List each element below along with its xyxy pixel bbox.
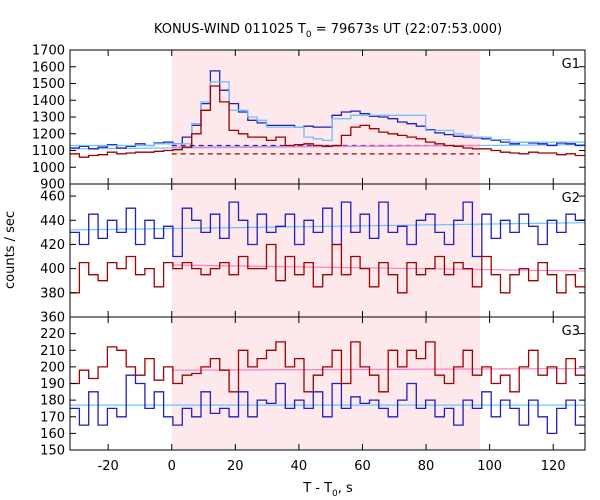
- y-tick-label: 1500: [32, 77, 65, 92]
- shaded-interval: [171, 50, 481, 184]
- panel-label-g1: G1: [562, 57, 580, 72]
- series-blue-step-line: [70, 374, 585, 435]
- y-tick-label: 420: [40, 238, 65, 253]
- shaded-interval: [171, 317, 481, 450]
- panel-plot-area: [70, 341, 585, 435]
- y-tick-label: 160: [40, 427, 65, 442]
- x-tick-label: 20: [227, 459, 244, 474]
- series-lightblue-step-line: [70, 81, 585, 147]
- x-tick-label: 100: [477, 459, 502, 474]
- series-red-step-line: [70, 85, 585, 158]
- series-red-step-line: [70, 243, 585, 294]
- panel-g2: 360 380 400 420 440 460 G2: [40, 183, 586, 326]
- y-tick-label: 190: [40, 377, 65, 392]
- y-tick-label: 1100: [32, 144, 65, 159]
- x-tick-label: 120: [541, 459, 566, 474]
- x-axis-label: T - T0, s: [302, 481, 353, 499]
- y-tick-label: 180: [40, 394, 65, 409]
- panel-label-g2: G2: [562, 191, 580, 206]
- y-tick-label: 210: [40, 344, 65, 359]
- panel-plot-area: [70, 201, 585, 294]
- shaded-interval: [171, 184, 481, 317]
- y-tick-label: 150: [40, 444, 65, 459]
- x-tick-label: -20: [98, 459, 119, 474]
- y-tick-label: 400: [40, 262, 65, 277]
- panel-label-g3: G3: [562, 324, 580, 339]
- y-tick-label: 380: [40, 286, 65, 301]
- y-tick-label: 220: [40, 327, 65, 342]
- series-red-step-line: [70, 341, 585, 393]
- x-tick-label: 60: [354, 459, 371, 474]
- x-tick-label: 0: [168, 459, 176, 474]
- panel-plot-area: [70, 70, 585, 158]
- y-axis-label: counts / sec: [3, 211, 18, 289]
- x-tick-label: 80: [418, 459, 435, 474]
- y-tick-label: 1400: [32, 94, 65, 109]
- y-tick-label: 460: [40, 190, 65, 205]
- y-tick-label: 200: [40, 360, 65, 375]
- y-tick-label: 170: [40, 410, 65, 425]
- x-tick-label: 40: [291, 459, 308, 474]
- level-line-lightblue-0: [70, 222, 585, 231]
- y-tick-label: 1700: [32, 44, 65, 59]
- y-tick-label: 900: [40, 178, 65, 193]
- y-tick-label: 1300: [32, 111, 65, 126]
- level-line-pink-0: [171, 367, 585, 371]
- y-tick-label: 360: [40, 311, 65, 326]
- y-tick-label: 440: [40, 214, 65, 229]
- y-tick-label: 1600: [32, 60, 65, 75]
- y-tick-label: 1200: [32, 127, 65, 142]
- chart-title: KONUS-WIND 011025 T0 = 79673s UT (22:07:…: [154, 22, 502, 40]
- y-tick-label: 1000: [32, 161, 65, 176]
- series-blue-step-line: [70, 201, 585, 258]
- chart-panels: 90010001100120013001400150016001700G1360…: [32, 44, 586, 474]
